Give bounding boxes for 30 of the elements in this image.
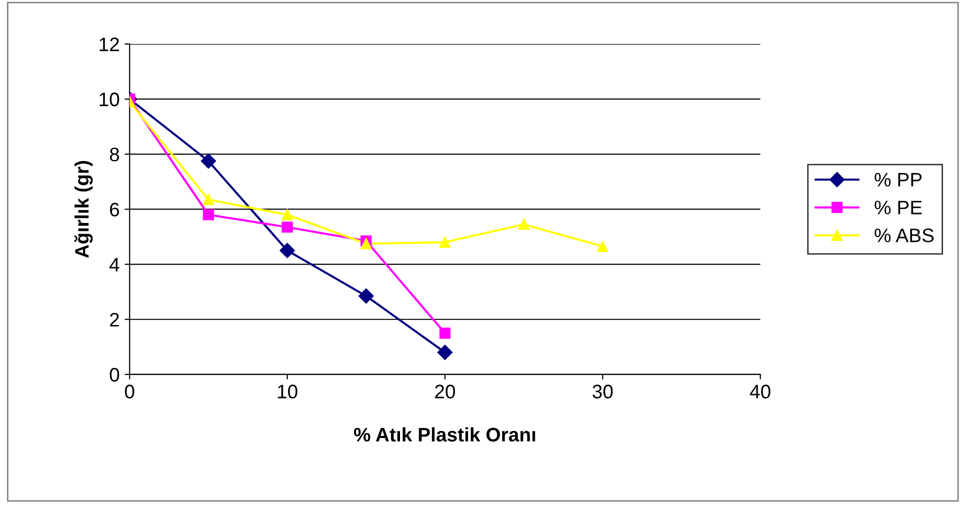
legend-label: % PE (874, 200, 922, 214)
y-tick-label: 6 (110, 202, 120, 216)
point (282, 209, 293, 220)
point (437, 344, 453, 360)
x-axis-title: % Atık Plastik Oranı (354, 427, 536, 442)
y-tick-label: 2 (110, 312, 119, 326)
point (358, 288, 374, 304)
legend-label: % PP (874, 172, 922, 187)
point (202, 194, 214, 206)
y-tick-label: 4 (110, 258, 120, 272)
x-tick-label: 40 (750, 384, 770, 398)
point (200, 153, 216, 169)
x-tick-label: 20 (435, 384, 456, 398)
point (439, 328, 451, 339)
x-tick-label: 30 (592, 384, 613, 398)
y-axis-title: Ağırlık (gr) (74, 161, 93, 258)
point (518, 218, 530, 230)
y-tick-label: 8 (110, 148, 120, 162)
x-tick-label: 0 (124, 384, 134, 398)
point (360, 238, 372, 250)
point (202, 209, 214, 220)
point (439, 236, 451, 248)
point (280, 242, 295, 258)
legend-label: % ABS (874, 228, 934, 242)
x-tick-label: 10 (278, 384, 298, 398)
point (597, 240, 608, 252)
point (282, 222, 293, 233)
y-tick-label: 12 (100, 37, 119, 52)
y-tick-label: 0 (110, 368, 120, 382)
y-tick-label: 10 (100, 92, 120, 106)
